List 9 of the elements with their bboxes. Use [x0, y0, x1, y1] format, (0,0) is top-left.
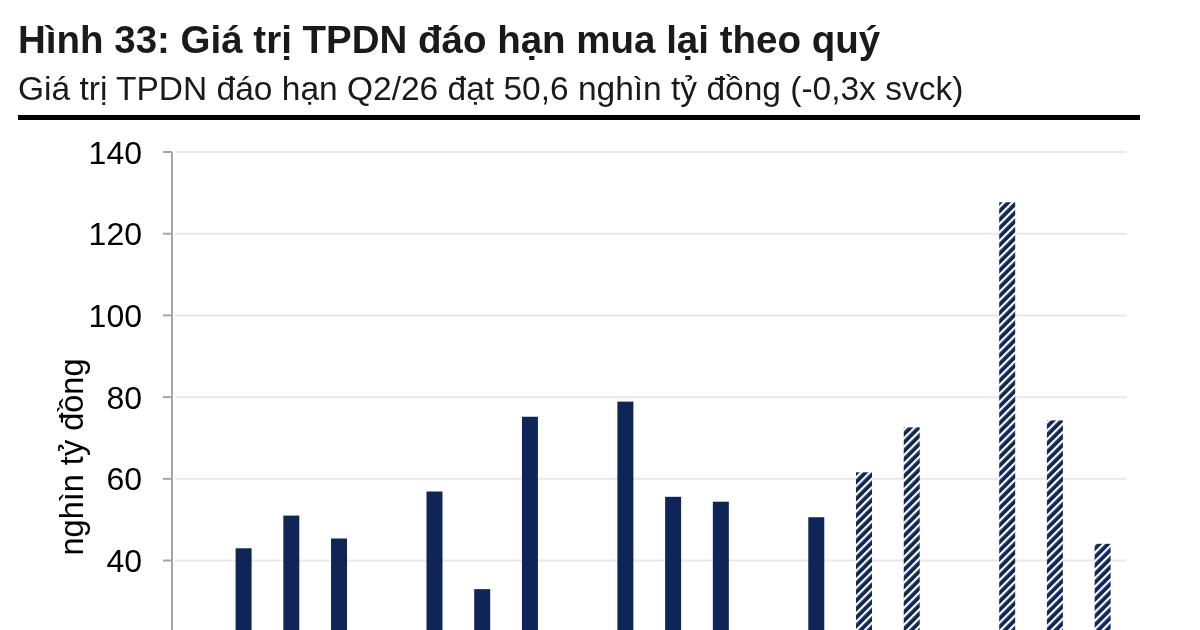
chart-title: Hình 33: Giá trị TPDN đáo hạn mua lại theo quý: [18, 18, 881, 61]
y-axis-title: nghìn tỷ đồng: [54, 358, 90, 556]
y-tick-label: 100: [88, 297, 142, 334]
y-tick-label: 60: [106, 461, 142, 498]
y-tick-label: 40: [106, 543, 142, 580]
chart-subtitle: Giá trị TPDN đáo hạn Q2/26 đạt 50,6 nghìn tỷ đồng (-0,3x svck): [18, 70, 964, 107]
y-tick-label: 80: [106, 379, 142, 416]
y-tick-label: 120: [88, 216, 142, 253]
y-tick-label: 140: [88, 134, 142, 171]
